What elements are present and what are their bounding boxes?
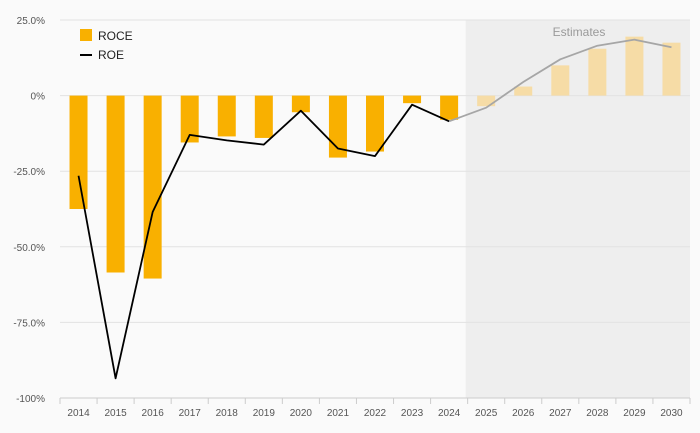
roce-bar xyxy=(143,95,162,279)
x-tick-label: 2017 xyxy=(179,408,202,419)
legend: ROCE ROE xyxy=(80,29,133,62)
roe-line-estimate xyxy=(448,38,672,123)
x-tick-label: 2024 xyxy=(438,408,461,419)
roce-bar xyxy=(254,95,273,138)
y-tick-label: 0% xyxy=(31,92,46,103)
legend-swatch-roce xyxy=(80,29,92,41)
roce-bar xyxy=(551,65,570,96)
x-tick-label: 2018 xyxy=(216,408,239,419)
x-tick-label: 2025 xyxy=(475,408,498,419)
x-tick-label: 2023 xyxy=(401,408,424,419)
roce-bar xyxy=(625,36,644,96)
x-tick-label: 2019 xyxy=(253,408,276,419)
roce-bar xyxy=(514,86,533,96)
x-tick-label: 2026 xyxy=(512,408,535,419)
roe-line xyxy=(77,38,672,380)
estimates-background xyxy=(465,20,690,398)
roce-bar xyxy=(366,95,384,152)
estimates-label: Estimates xyxy=(553,25,606,39)
roce-bar xyxy=(588,48,607,96)
x-tick-label: 2029 xyxy=(623,408,646,419)
x-tick-label: 2016 xyxy=(142,408,165,419)
x-tick-label: 2014 xyxy=(67,408,90,419)
legend-label-roe: ROE xyxy=(98,48,124,62)
x-tick-label: 2020 xyxy=(290,408,313,419)
x-tick-label: 2027 xyxy=(549,408,572,419)
y-tick-label: -50.0% xyxy=(13,243,45,254)
y-tick-label: 25.0% xyxy=(17,16,45,27)
roce-bar xyxy=(477,95,496,107)
estimates-region xyxy=(465,20,690,398)
roce-bar xyxy=(328,95,347,158)
legend-label-roce: ROCE xyxy=(98,29,133,43)
roce-bar xyxy=(440,95,459,120)
y-tick-label: -100% xyxy=(16,394,45,405)
x-tick-label: 2015 xyxy=(104,408,127,419)
roce-bar xyxy=(403,95,422,104)
roce-bar xyxy=(69,95,88,209)
roce-bars xyxy=(69,36,681,279)
roce-bar xyxy=(217,95,236,137)
x-tick-label: 2030 xyxy=(660,408,683,419)
roce-bar xyxy=(291,95,310,113)
x-tick-label: 2028 xyxy=(586,408,609,419)
x-tick-label: 2021 xyxy=(327,408,350,419)
roce-bar xyxy=(180,95,199,143)
roce-bar xyxy=(662,42,681,96)
x-tick-label: 2022 xyxy=(364,408,387,419)
roe-line-actual xyxy=(77,103,450,380)
y-tick-label: -25.0% xyxy=(13,167,45,178)
roce-bar xyxy=(106,95,125,273)
axes: 25.0% 0% -25.0% -50.0% -75.0% -100% 2014 2015 20… xyxy=(13,16,691,419)
y-tick-label: -75.0% xyxy=(13,318,45,329)
